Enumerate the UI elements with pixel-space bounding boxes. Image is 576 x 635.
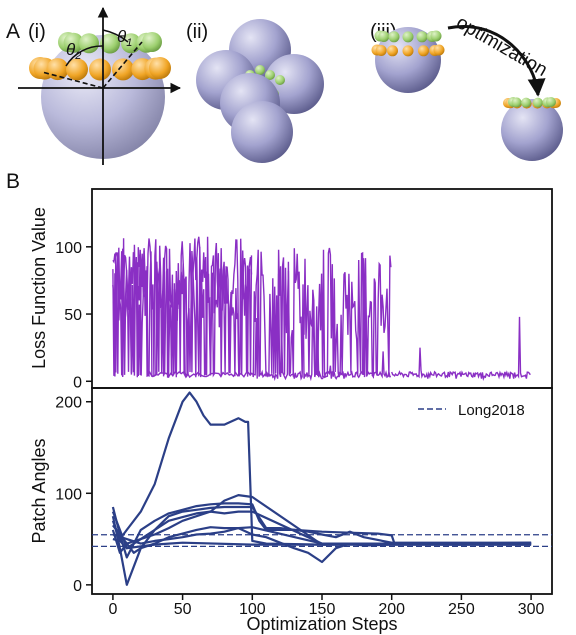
theta2-label: θ2 bbox=[66, 40, 81, 62]
optimization-label: optimization bbox=[453, 12, 551, 81]
loss-series-line bbox=[112, 247, 253, 379]
angle-y-tick-label: 100 bbox=[55, 486, 82, 503]
legend: Long2018 bbox=[418, 402, 525, 419]
loss-y-ticks: 0 50 100 bbox=[55, 240, 92, 391]
optimization-diagram-iii: optimization bbox=[371, 12, 563, 161]
green-patch bbox=[378, 31, 390, 42]
orange-patch bbox=[112, 58, 134, 81]
green-patch bbox=[430, 30, 442, 42]
green-patch bbox=[79, 33, 99, 54]
angle-series-line bbox=[112, 494, 532, 546]
loss-y-tick-label: 50 bbox=[64, 307, 82, 324]
angle-y-tick-label: 0 bbox=[73, 578, 82, 595]
patch-rings-before bbox=[371, 30, 445, 57]
angle-series-line bbox=[111, 526, 532, 564]
green-patch bbox=[142, 32, 162, 52]
green-patch-ring-i bbox=[58, 32, 162, 54]
angle-series-line bbox=[111, 510, 532, 586]
green-patch bbox=[275, 75, 285, 85]
x-tick-label: 250 bbox=[448, 601, 475, 618]
orange-patch bbox=[149, 57, 171, 79]
x-tick-label: 300 bbox=[518, 601, 545, 618]
green-patch bbox=[388, 31, 400, 43]
patch-rings-after bbox=[503, 97, 561, 109]
green-patch bbox=[402, 31, 414, 43]
optimization-arrow bbox=[447, 25, 546, 97]
x-tick-label: 100 bbox=[239, 601, 266, 618]
green-patch bbox=[511, 97, 522, 108]
panel-a-label-i: (i) bbox=[28, 21, 46, 43]
theta2-guide bbox=[41, 71, 104, 89]
angle-chart: 0 100 200 0 50 100 150 200 250 300 Long2018 Patc… bbox=[29, 387, 553, 634]
x-tick-label: 200 bbox=[378, 601, 405, 618]
sphere-after bbox=[501, 99, 563, 161]
angle-series-line bbox=[112, 526, 532, 545]
loss-y-tick-label: 0 bbox=[73, 374, 82, 391]
loss-series-line bbox=[391, 316, 531, 382]
angle-series-line bbox=[111, 505, 532, 550]
orange-patch bbox=[387, 45, 398, 57]
panel-a: A (i) (ii) (iii) θ1 θ2 bbox=[6, 6, 563, 165]
green-patch bbox=[63, 32, 84, 53]
green-patch bbox=[100, 33, 120, 54]
loss-y-tick-label: 100 bbox=[55, 240, 82, 257]
theta2-arc bbox=[65, 45, 104, 67]
legend-label: Long2018 bbox=[458, 402, 525, 419]
panel-a-label-ii: (ii) bbox=[186, 21, 208, 43]
green-patch bbox=[532, 97, 543, 108]
angle-series bbox=[111, 391, 532, 586]
theta1-guide bbox=[102, 41, 143, 89]
green-patch bbox=[255, 65, 265, 75]
orange-patch bbox=[375, 45, 387, 56]
angle-x-ticks: 0 50 100 150 200 250 300 bbox=[108, 594, 545, 618]
patch-diagram-i: θ1 θ2 bbox=[18, 6, 182, 165]
theta1-label: θ1 bbox=[117, 27, 132, 49]
angle-series-line bbox=[112, 538, 532, 550]
angle-series-line bbox=[111, 502, 532, 559]
green-patch bbox=[416, 31, 428, 43]
x-tick-label: 150 bbox=[309, 601, 336, 618]
panel-b: B 0 50 100 Loss Function Value 0 100 200 0 50… bbox=[6, 170, 553, 634]
angle-y-tick-label: 200 bbox=[55, 395, 82, 412]
green-patch bbox=[521, 97, 532, 108]
orange-patch bbox=[402, 45, 414, 57]
x-axis-label: Optimization Steps bbox=[246, 614, 397, 634]
loss-series bbox=[112, 236, 531, 382]
orange-patch bbox=[89, 58, 111, 81]
panel-b-letter: B bbox=[6, 170, 20, 193]
orange-patch bbox=[418, 45, 429, 57]
loss-y-axis-label: Loss Function Value bbox=[29, 207, 49, 369]
loss-chart: 0 50 100 Loss Function Value bbox=[29, 188, 553, 391]
angle-y-axis-label: Patch Angles bbox=[29, 438, 49, 543]
green-patch bbox=[546, 97, 556, 107]
loss-series-line bbox=[112, 246, 253, 378]
sphere-before bbox=[375, 27, 441, 93]
theta1-arc bbox=[102, 29, 129, 43]
loss-series-line bbox=[251, 247, 392, 379]
angle-y-ticks: 0 100 200 bbox=[55, 395, 92, 595]
cluster-diagram-ii bbox=[196, 19, 324, 163]
green-patch bbox=[265, 70, 275, 80]
orange-patch bbox=[46, 58, 69, 81]
x-tick-label: 0 bbox=[108, 601, 117, 618]
orange-patch-ring-i bbox=[29, 57, 171, 81]
orange-patch bbox=[433, 44, 445, 56]
orange-patch bbox=[66, 58, 88, 81]
x-tick-label: 50 bbox=[174, 601, 192, 618]
cluster-sphere bbox=[231, 101, 293, 163]
panel-a-letter: A bbox=[6, 20, 20, 43]
